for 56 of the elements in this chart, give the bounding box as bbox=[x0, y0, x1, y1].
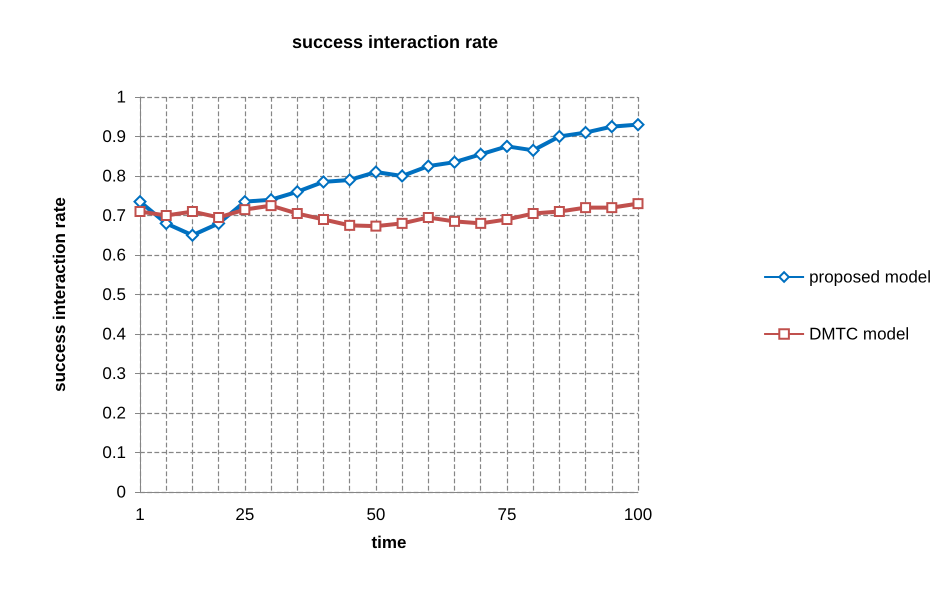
point bbox=[475, 218, 486, 229]
x-axis-title: time bbox=[372, 533, 406, 552]
point bbox=[579, 126, 592, 140]
legend-label: DMTC model bbox=[809, 324, 910, 344]
x-tick-label: 100 bbox=[624, 505, 652, 524]
y-tick-label: 0.8 bbox=[102, 166, 126, 186]
point bbox=[369, 166, 382, 179]
legend-label: proposed model bbox=[809, 268, 932, 286]
point bbox=[554, 206, 565, 218]
point bbox=[344, 220, 356, 231]
x-tick-label: 75 bbox=[497, 505, 516, 524]
y-tick-label: 0.9 bbox=[102, 127, 126, 146]
point bbox=[316, 175, 330, 188]
point bbox=[501, 214, 512, 225]
point bbox=[422, 160, 435, 173]
y-tick-label: 0.6 bbox=[102, 246, 126, 264]
point bbox=[632, 198, 644, 210]
point bbox=[292, 208, 303, 220]
point bbox=[605, 120, 618, 134]
point bbox=[474, 148, 488, 161]
point bbox=[526, 144, 540, 157]
point bbox=[290, 185, 304, 198]
point bbox=[552, 130, 566, 143]
y-tick-label: 0 bbox=[116, 482, 126, 502]
point bbox=[213, 212, 224, 223]
y-tick-label: 0.1 bbox=[102, 443, 126, 462]
point bbox=[632, 118, 644, 132]
y-tick-label: 0.4 bbox=[102, 324, 126, 344]
point bbox=[449, 216, 460, 227]
x-tick-label: 1 bbox=[135, 505, 145, 524]
chart-title: success interaction rate bbox=[292, 32, 498, 52]
point bbox=[396, 170, 409, 182]
point bbox=[134, 206, 146, 218]
point bbox=[266, 200, 277, 212]
point bbox=[160, 210, 172, 221]
point bbox=[370, 220, 382, 232]
y-tick-label: 1 bbox=[116, 88, 126, 106]
point bbox=[422, 212, 434, 223]
point bbox=[500, 140, 514, 153]
point bbox=[186, 228, 199, 242]
y-tick-label: 0.3 bbox=[102, 364, 126, 383]
point bbox=[186, 206, 198, 218]
y-tick-label: 0.5 bbox=[102, 285, 126, 304]
point bbox=[343, 173, 356, 186]
point bbox=[239, 204, 250, 216]
point bbox=[396, 218, 408, 229]
y-tick-label: 0.7 bbox=[102, 206, 126, 225]
point bbox=[448, 156, 462, 169]
point bbox=[528, 208, 539, 220]
y-tick-label: 0.2 bbox=[102, 404, 126, 422]
point bbox=[580, 202, 592, 214]
point bbox=[606, 202, 618, 214]
point bbox=[318, 214, 329, 225]
x-tick-label: 25 bbox=[235, 505, 254, 524]
x-tick-label: 50 bbox=[366, 505, 386, 524]
y-axis-title: success interaction rate bbox=[50, 197, 69, 392]
